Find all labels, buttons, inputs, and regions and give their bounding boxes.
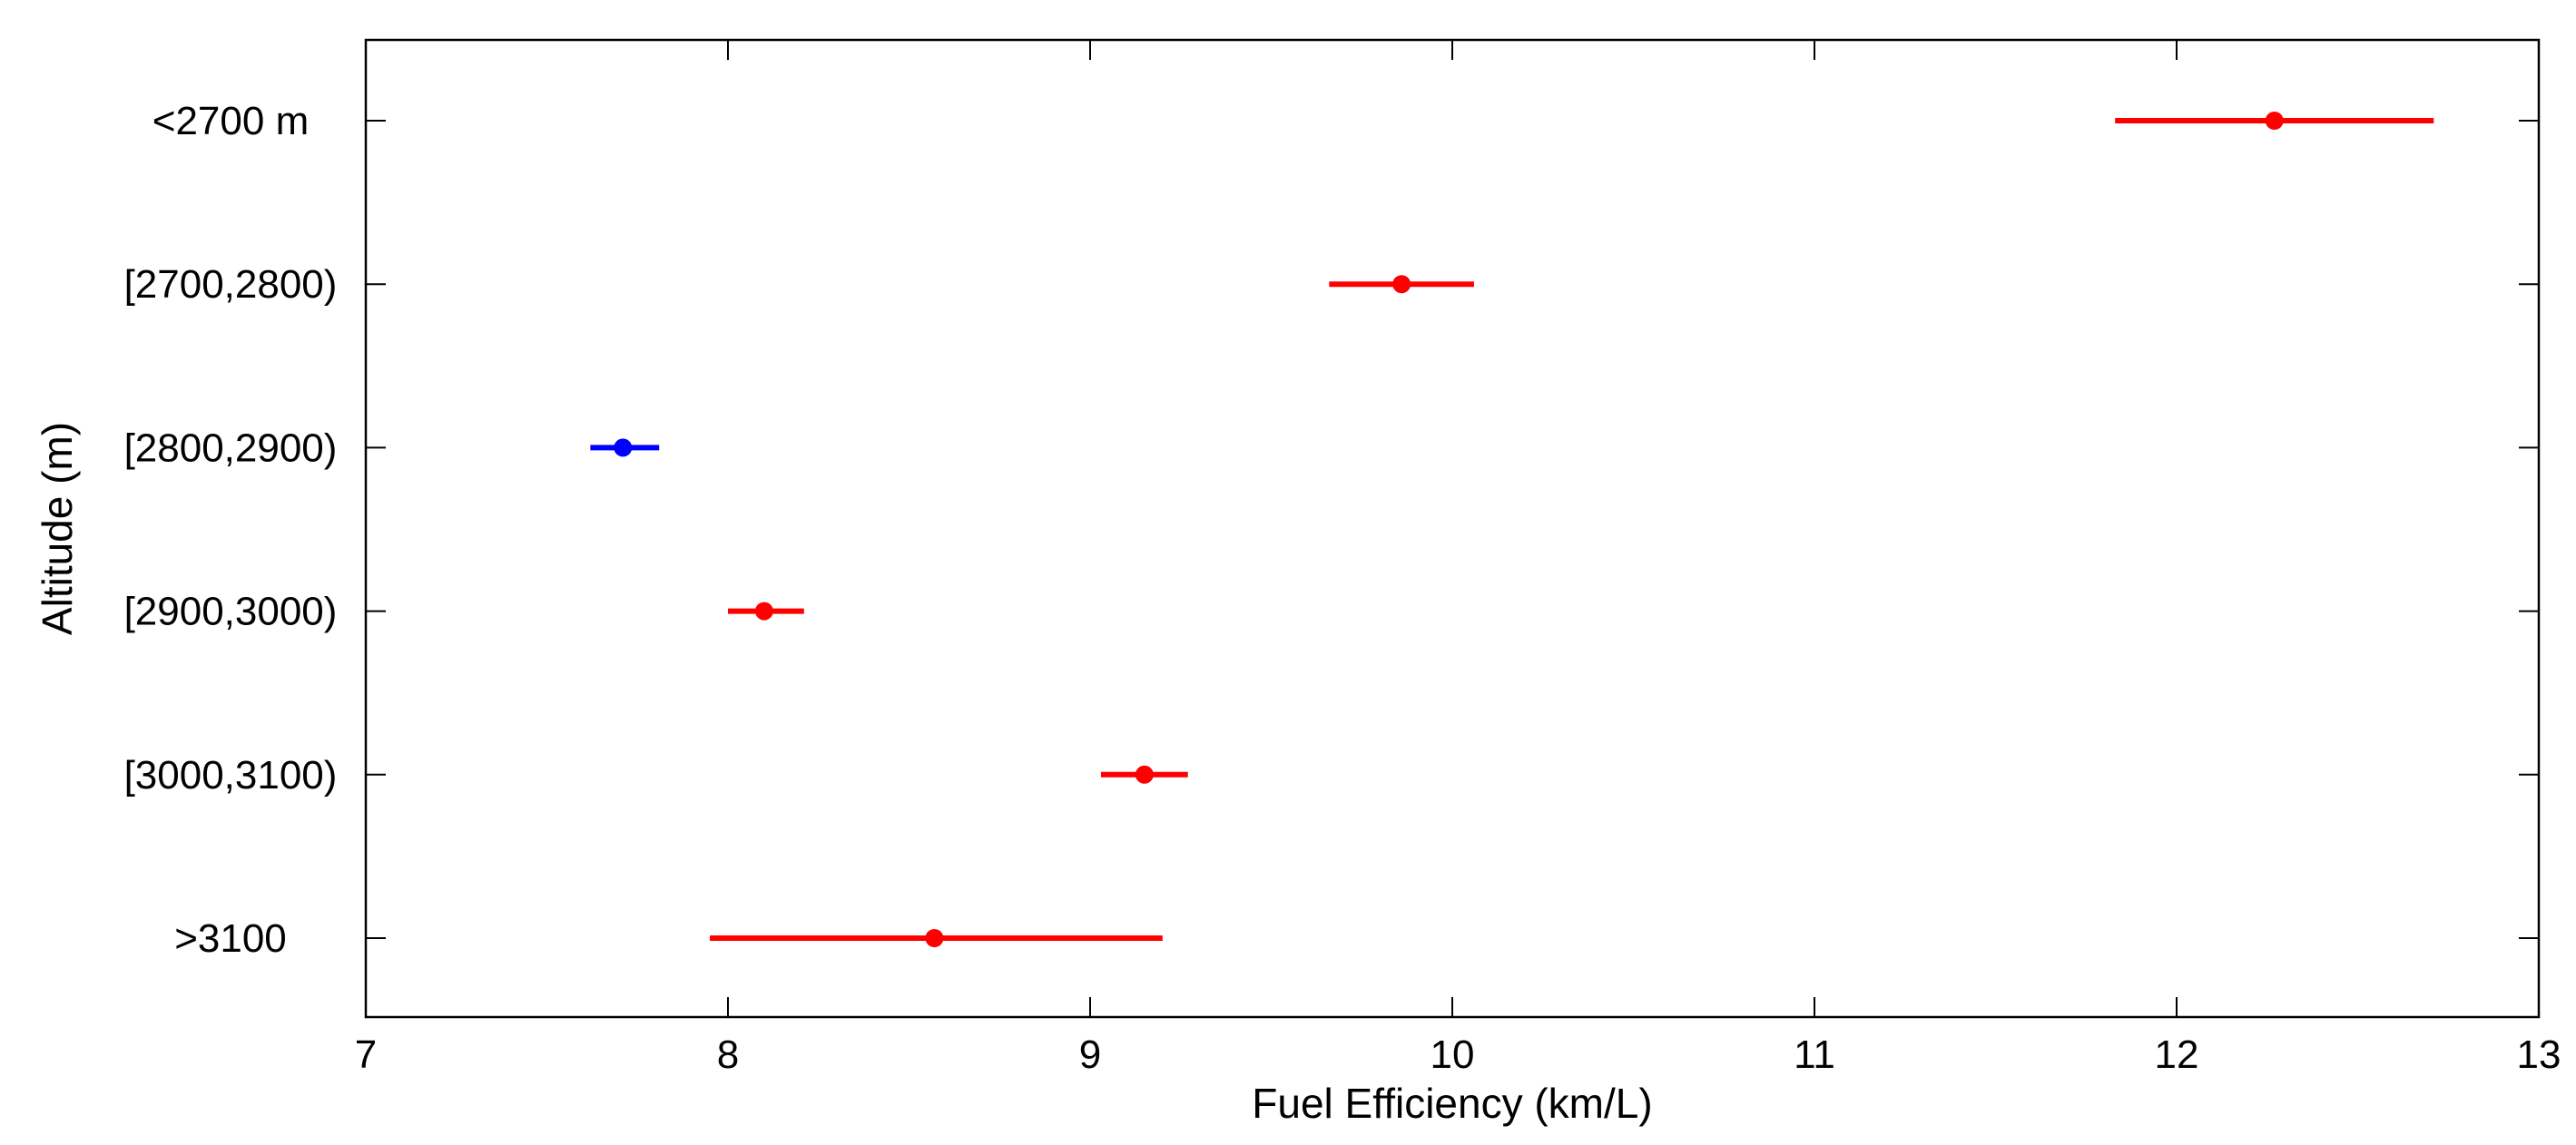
- data-point: [925, 929, 944, 947]
- x-tick-label: 13: [2517, 1032, 2561, 1077]
- data-point: [754, 602, 773, 621]
- x-tick-label: 8: [717, 1032, 739, 1077]
- x-tick-labels: 7 8 9 10 11 12 13: [355, 1032, 2561, 1077]
- y-tick-labels: <2700 m [2700,2800) [2800,2900) [2900,3000)…: [124, 99, 338, 961]
- data-point: [2265, 112, 2284, 130]
- y-category-label: [2900,3000): [124, 590, 338, 634]
- y-category-label: [3000,3100): [124, 753, 338, 798]
- data-point: [1135, 765, 1154, 784]
- y-axis-title: Altitude (m): [34, 422, 81, 635]
- plot-frame: [364, 38, 2541, 1019]
- x-axis-title: Fuel Efficiency (km/L): [1252, 1080, 1652, 1127]
- y-category-label: [2800,2900): [124, 426, 338, 470]
- data-marks: [590, 112, 2434, 947]
- x-tick-label: 11: [1794, 1032, 1835, 1077]
- x-tick-label: 10: [1431, 1032, 1475, 1077]
- data-point: [1392, 275, 1411, 294]
- x-tick-label: 7: [355, 1032, 377, 1077]
- x-tick-label: 12: [2155, 1032, 2199, 1077]
- y-category-label: >3100: [174, 916, 287, 961]
- y-category-label: <2700 m: [152, 99, 309, 143]
- data-point: [614, 438, 633, 457]
- y-category-label: [2700,2800): [124, 262, 338, 307]
- x-tick-label: 9: [1079, 1032, 1101, 1077]
